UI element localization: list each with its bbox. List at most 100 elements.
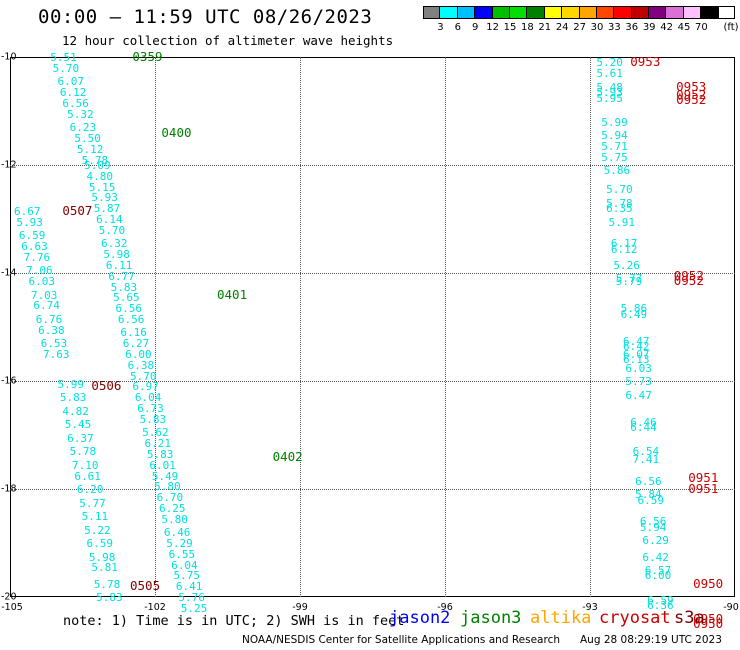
wave-height-value: 5.26 (613, 258, 640, 272)
wave-height-value: 6.70 (156, 491, 184, 505)
color-swatch (649, 6, 667, 19)
wave-height-value: 6.25 (159, 501, 186, 515)
footer-credit: NOAA/NESDIS Center for Satellite Applica… (242, 634, 560, 646)
longitude-label: -99 (292, 602, 308, 613)
wave-height-value: 6.67 (14, 204, 41, 218)
color-swatch (544, 6, 563, 19)
wave-height-value: 6.42 (642, 550, 669, 564)
wave-height-value: 5.25 (180, 601, 208, 615)
map-plot-area (10, 57, 735, 597)
color-swatch (475, 6, 493, 19)
wave-height-value: 6.56 (62, 96, 89, 110)
wave-height-value: 5.84 (635, 488, 662, 502)
wave-height-value: 6.49 (620, 307, 648, 321)
wave-height-value: 5.49 (151, 469, 179, 483)
wave-height-value: 6.56 (639, 515, 667, 529)
wave-height-value: 6.21 (144, 437, 172, 451)
wave-height-value: 5.98 (88, 550, 116, 564)
wave-height-value: 5.93 (596, 86, 623, 100)
wave-height-value: 6.42 (623, 339, 650, 353)
units-note: note: 1) Time is in UTC; 2) SWH is in fe… (63, 613, 405, 629)
color-scale-label: 6 (454, 22, 461, 33)
wave-height-value: 6.11 (105, 258, 133, 272)
wave-height-value: 6.59 (637, 493, 665, 507)
wave-height-value: 5.81 (91, 561, 118, 575)
wave-height-value: 5.32 (67, 107, 94, 121)
latitude-label: -18 (1, 483, 17, 495)
wave-height-value: 5.70 (130, 369, 157, 383)
wave-height-value: 6.56 (117, 312, 145, 326)
wave-height-value: 5.91 (608, 215, 636, 229)
color-scale-label: 39 (642, 22, 656, 33)
color-swatch (683, 6, 702, 19)
wave-height-value: 6.55 (168, 547, 196, 561)
wave-height-value: 7.63 (43, 348, 70, 361)
wave-height-value: 6.56 (635, 474, 662, 488)
color-swatch (440, 6, 458, 19)
wave-height-value: 6.97 (132, 380, 159, 394)
legend-s3a: s3a (674, 608, 705, 628)
wave-height-value: 6.57 (644, 564, 672, 577)
wave-height-value: 5.78 (81, 153, 109, 167)
wave-height-value: 6.04 (134, 391, 162, 405)
color-scale-label: 27 (573, 22, 586, 33)
wave-height-value: 6.12 (610, 242, 638, 256)
wave-height-value: 6.38 (127, 358, 155, 372)
legend-jason2: jason2 (389, 608, 451, 628)
color-scale-label: 42 (660, 22, 673, 33)
color-swatch (423, 6, 441, 19)
color-swatch (596, 6, 615, 19)
wave-height-value: 6.29 (642, 534, 669, 548)
wave-height-value: 5.61 (596, 67, 623, 81)
wave-height-value: 6.17 (610, 237, 638, 251)
wave-height-value: 5.78 (606, 196, 633, 210)
wave-height-value: 6.27 (122, 337, 150, 351)
color-scale-label: 21 (538, 22, 552, 33)
wave-height-value: 5.75 (173, 569, 201, 583)
map-subtitle: 12 hour collection of altimeter wave hei… (62, 33, 394, 48)
wave-height-value: 5.70 (98, 223, 126, 237)
legend-altika: altika (530, 608, 592, 628)
legend-jason3: jason3 (460, 608, 522, 628)
color-scale-unit: (ft) (723, 22, 739, 33)
pass-time-label: 0505 (130, 578, 161, 594)
pass-time-label: 0952 (673, 267, 704, 283)
wave-height-value: 6.12 (59, 86, 87, 100)
wave-height-value: 5.11 (81, 510, 109, 523)
grid-line-longitude (445, 57, 446, 597)
wave-height-value: 5.99 (57, 377, 85, 391)
color-scale-label: 30 (590, 22, 604, 33)
latitude-label: -16 (1, 375, 17, 387)
wave-height-value: 5.50 (74, 132, 101, 145)
color-swatch (527, 6, 545, 19)
wave-height-value: 6.20 (76, 483, 104, 496)
grid-line-latitude (10, 489, 735, 490)
wave-height-value: 5.80 (161, 512, 188, 526)
wave-height-value: 5.09 (84, 159, 111, 172)
wave-height-value: 5.83 (110, 280, 138, 294)
wave-height-value: 6.46 (163, 526, 191, 540)
wave-height-value: 6.56 (115, 302, 143, 316)
wave-height-value: 5.65 (113, 291, 140, 305)
wave-height-value: 5.86 (603, 164, 631, 178)
wave-height-value: 5.87 (93, 202, 121, 216)
wave-height-value: 6.14 (96, 213, 123, 226)
wave-height-value: 7.10 (72, 458, 99, 472)
latitude-label: -14 (1, 267, 17, 279)
wave-height-value: 6.16 (120, 326, 147, 340)
wave-height-value: 5.93 (16, 215, 43, 229)
wave-height-value: 6.00 (644, 569, 672, 583)
wave-height-value: 6.07 (623, 348, 650, 361)
wave-height-value: 5.98 (103, 248, 130, 262)
pass-time-label: 0950 (693, 616, 724, 631)
wave-height-value: 6.01 (149, 458, 176, 472)
wave-height-value: 5.99 (601, 115, 628, 129)
latitude-label: -12 (1, 159, 17, 171)
wave-height-value: 5.20 (596, 56, 623, 70)
wave-height-value: 7.03 (30, 288, 58, 302)
wave-height-value: 6.73 (137, 402, 164, 415)
grid-line-longitude (590, 57, 591, 597)
wave-height-value: 5.77 (79, 496, 106, 510)
wave-height-value: 5.83 (146, 447, 174, 461)
wave-height-value: 6.59 (18, 229, 46, 243)
